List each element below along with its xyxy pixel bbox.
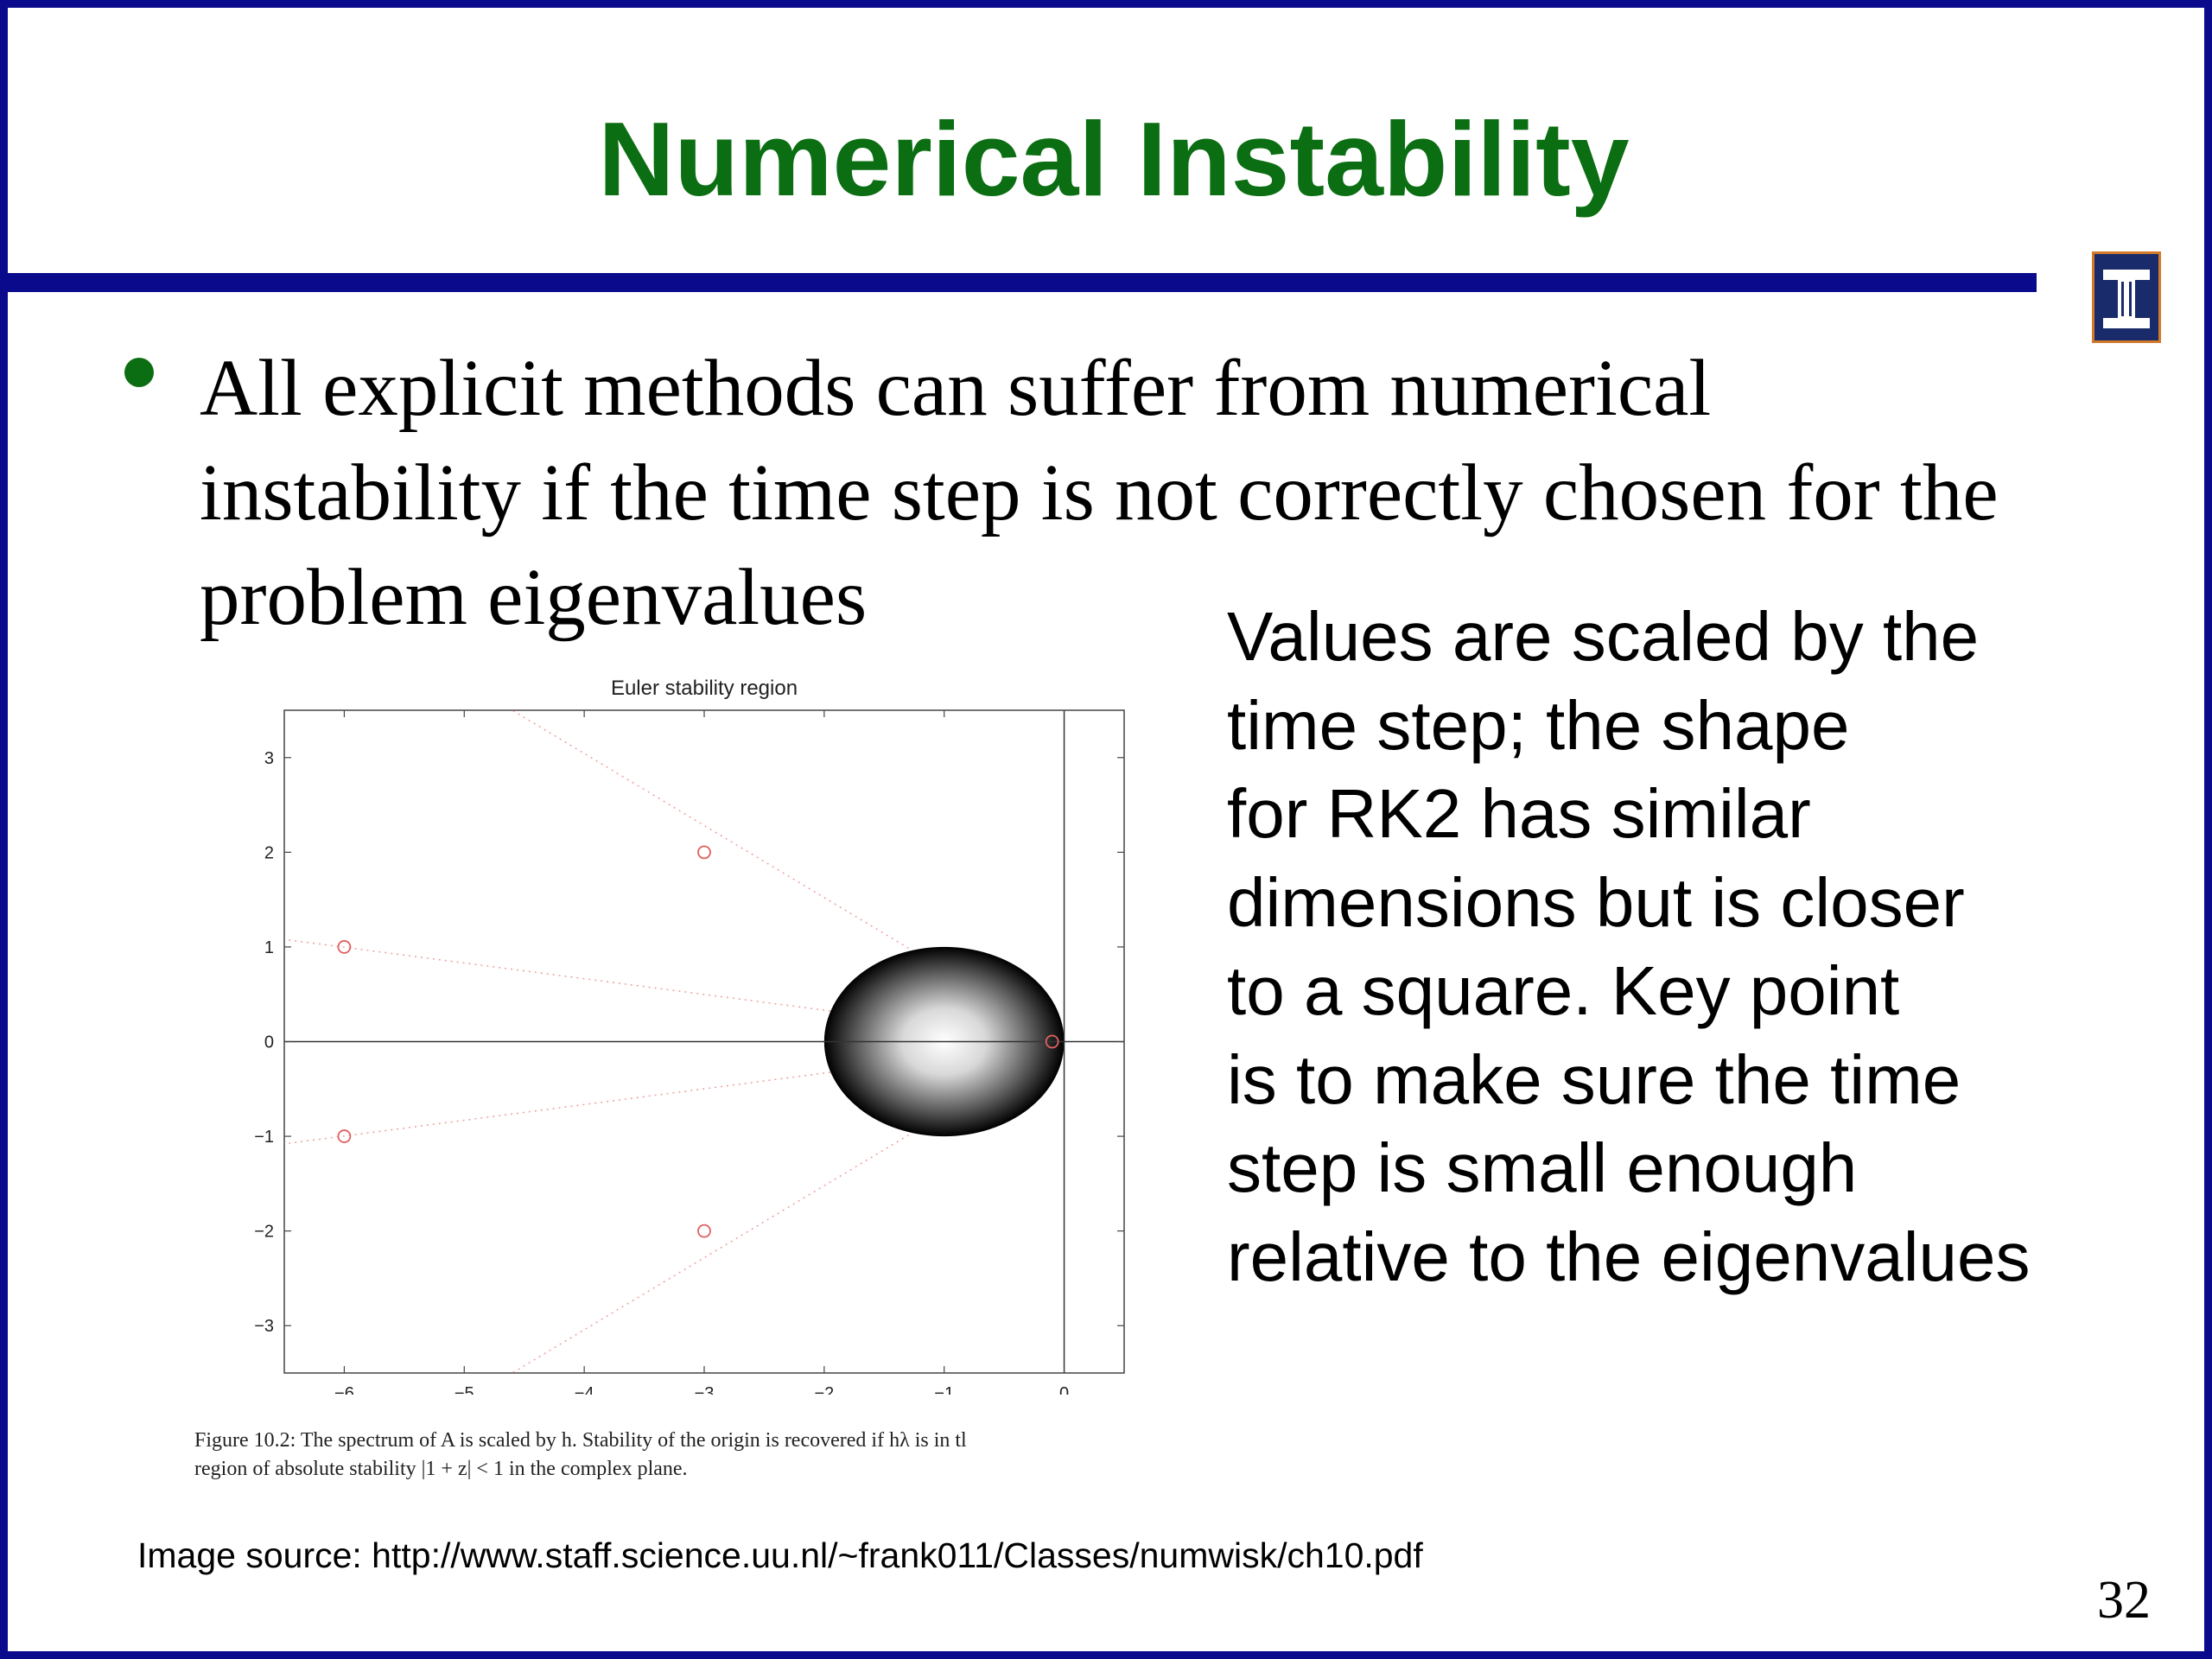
- eigenvalue-point: [337, 940, 352, 954]
- y-tick-label: 0: [264, 1033, 274, 1052]
- eigenvalue-point: [337, 1129, 352, 1143]
- side-note-line: relative to the eigenvalues: [1227, 1217, 2031, 1295]
- side-note-line: to a square. Key point: [1227, 952, 1900, 1029]
- bullet-line: All explicit methods can suffer from num…: [200, 344, 1712, 433]
- caption-line: Figure 10.2: The spectrum of A is scaled…: [194, 1429, 967, 1452]
- x-tick-label: 0: [1059, 1384, 1069, 1395]
- x-tick-label: −5: [454, 1384, 474, 1395]
- x-tick-label: −1: [934, 1384, 954, 1395]
- image-source: Image source: http://www.staff.science.u…: [137, 1535, 1423, 1575]
- slide-title: Numerical Instability: [598, 100, 1630, 218]
- y-tick-label: −2: [254, 1223, 274, 1242]
- side-note: Values are scaled by the time step; the …: [1227, 593, 2177, 1301]
- y-tick-label: 1: [264, 938, 274, 957]
- scaling-ray: [512, 1040, 1065, 1373]
- euler-stability-chart: Euler stability region −6 −5 −4 −3 −2 −1 0 3 2 1 0…: [254, 677, 1125, 1395]
- side-note-line: is to make sure the time: [1227, 1040, 1961, 1118]
- y-tick-label: 2: [264, 843, 274, 862]
- side-note-line: time step; the shape: [1227, 686, 1850, 764]
- illinois-logo-icon: [2092, 251, 2161, 343]
- scaling-ray: [284, 1040, 1065, 1145]
- title-divider: [8, 273, 2037, 292]
- scaling-ray: [284, 938, 1065, 1043]
- x-tick-label: −2: [814, 1384, 834, 1395]
- bullet-line: instability if the time step is not corr…: [200, 448, 1999, 537]
- page-number: 32: [2097, 1571, 2151, 1630]
- figure-caption: Figure 10.2: The spectrum of A is scaled…: [194, 1427, 1171, 1484]
- eigenvalue-point: [1045, 1034, 1059, 1049]
- side-note-line: for RK2 has similar: [1227, 775, 1811, 852]
- caption-line: region of absolute stability |1 + z| < 1…: [194, 1458, 688, 1480]
- bullet-icon: [124, 358, 154, 387]
- scaling-ray: [512, 710, 1065, 1043]
- side-note-line: dimensions but is closer: [1227, 863, 1965, 941]
- chart-title: Euler stability region: [611, 677, 798, 700]
- y-tick-label: 3: [264, 749, 274, 768]
- y-tick-label: −3: [254, 1317, 274, 1336]
- x-tick-label: −4: [575, 1384, 594, 1395]
- side-note-line: step is small enough: [1227, 1129, 1858, 1206]
- eigenvalue-point: [697, 845, 711, 860]
- bullet-text: All explicit methods can suffer from num…: [200, 336, 2187, 650]
- bullet-line: problem eigenvalues: [200, 553, 868, 642]
- x-tick-label: −6: [334, 1384, 354, 1395]
- y-tick-label: −1: [254, 1128, 274, 1147]
- eigenvalue-point: [697, 1224, 711, 1238]
- illinois-i-icon: [2103, 270, 2150, 328]
- side-note-line: Values are scaled by the: [1227, 598, 1980, 675]
- x-tick-label: −3: [695, 1384, 715, 1395]
